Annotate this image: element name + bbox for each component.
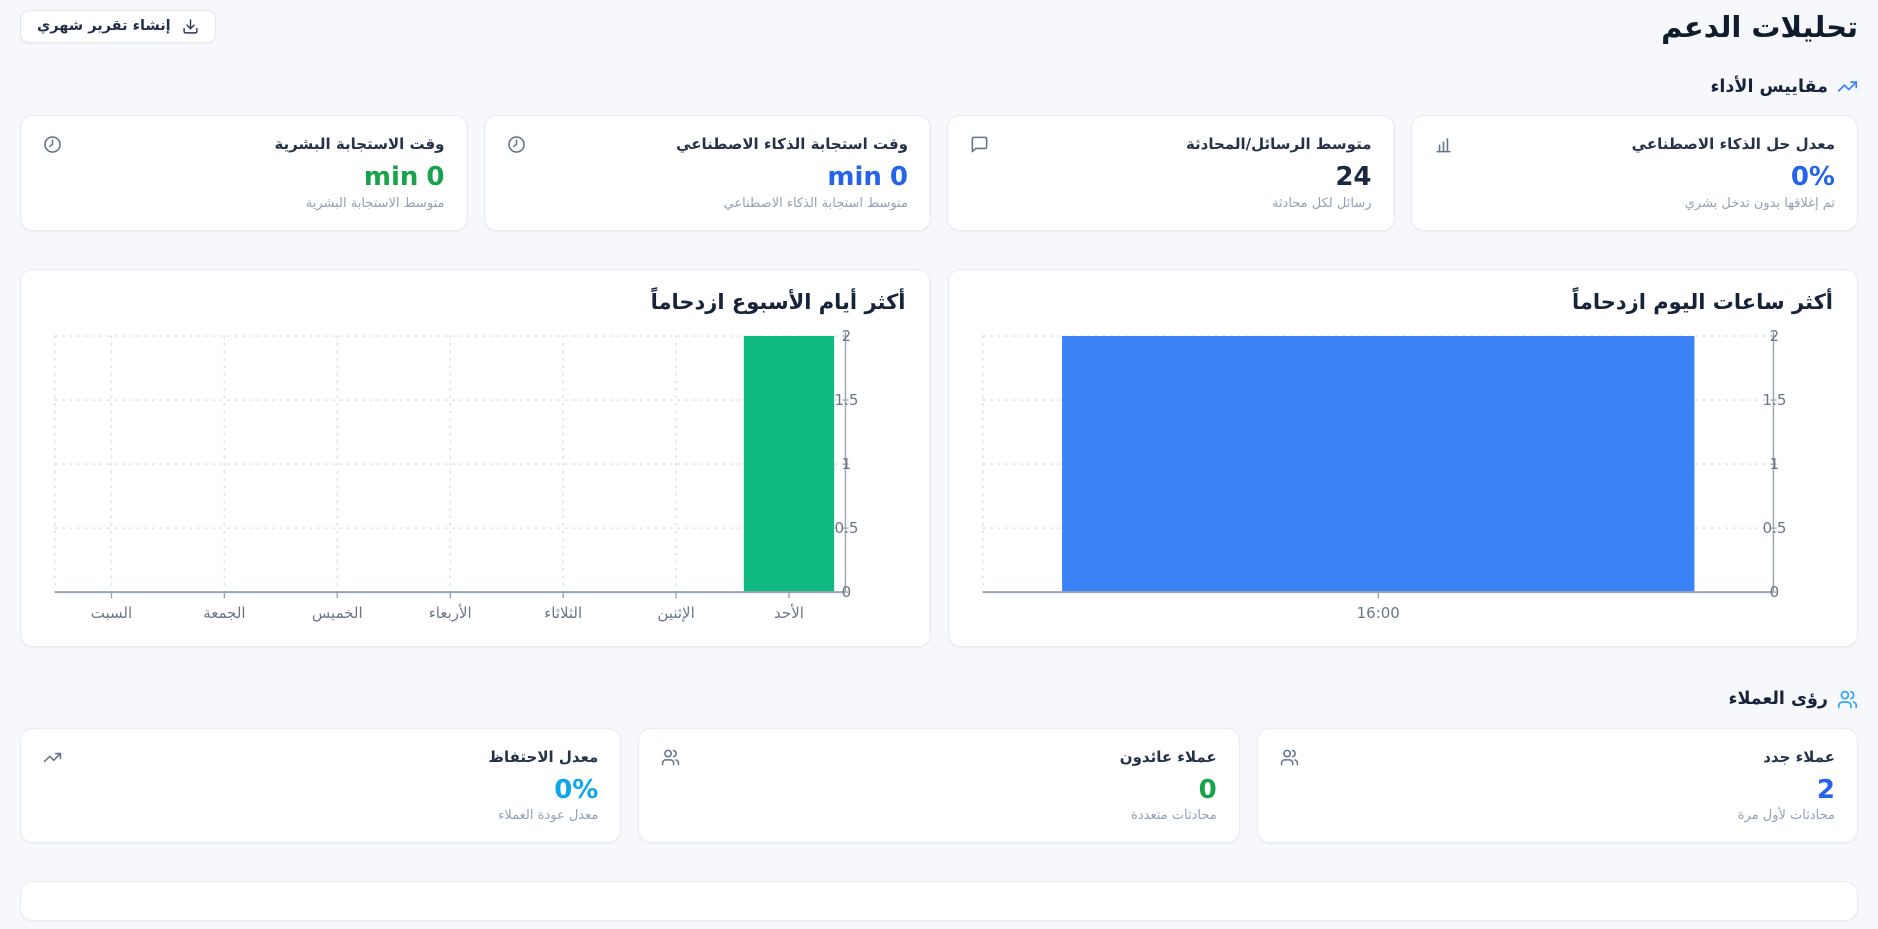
- metric-value: 0 min: [827, 162, 908, 192]
- busiest-days-chart-card: أكثر أيام الأسبوع ازدحاماً 0 0.5 1 1.5 2 السب…: [20, 268, 931, 647]
- metric-subtitle: متوسط الاستجابة البشرية: [305, 195, 445, 211]
- metric-subtitle: رسائل لكل محادثة: [1271, 195, 1372, 211]
- customers-section-header: رؤى العملاء: [20, 689, 1858, 710]
- insight-title: عملاء عائدون: [1119, 747, 1217, 766]
- page-header: تحليلات الدعم إنشاء تقرير شهري: [20, 8, 1858, 44]
- svg-text:الخميس: الخميس: [312, 604, 363, 622]
- metric-value: 0%: [1790, 162, 1835, 192]
- clock-icon: [43, 135, 62, 154]
- chart-title: أكثر أيام الأسبوع ازدحاماً: [650, 289, 906, 314]
- customers-section-title: رؤى العملاء: [1728, 689, 1829, 710]
- metric-card-human-response-time: وقت الاستجابة البشرية 0 min متوسط الاستجا…: [20, 115, 468, 231]
- insight-card-returning-customers: عملاء عائدون 0 محادثات متعددة: [638, 727, 1240, 844]
- svg-text:2: 2: [842, 328, 852, 345]
- svg-text:0: 0: [1769, 583, 1779, 601]
- users-icon: [1837, 689, 1858, 710]
- insight-value: 0%: [554, 774, 599, 805]
- metric-value: 0 min: [363, 162, 445, 192]
- trending-up-icon: [1837, 76, 1858, 97]
- svg-text:1: 1: [842, 455, 852, 473]
- performance-section-title: مقاييس الأداء: [1710, 76, 1828, 97]
- bar-chart-svg: 0 0.5 1 1.5 2 السبت الجمعة الخميس الأربعاء الثلاث…: [54, 328, 859, 622]
- insight-subtitle: محادثات لأول مرة: [1737, 808, 1835, 824]
- svg-text:الأحد: الأحد: [774, 603, 804, 622]
- busiest-days-bar-chart: 0 0.5 1 1.5 2 السبت الجمعة الخميس الأربعاء الثلاث…: [45, 328, 906, 630]
- trending-up-dark-icon: [43, 748, 62, 767]
- next-section-card-peek: [20, 881, 1858, 922]
- svg-text:1.5: 1.5: [1762, 391, 1786, 409]
- download-icon: [182, 18, 199, 35]
- metric-title: متوسط الرسائل/المحادثة: [1185, 135, 1372, 153]
- insight-title: عملاء جدد: [1763, 747, 1835, 766]
- svg-text:الإثنين: الإثنين: [657, 604, 694, 622]
- metric-title: معدل حل الذكاء الاصطناعي: [1631, 135, 1835, 153]
- metric-title: وقت استجابة الذكاء الاصطناعي: [676, 135, 908, 153]
- metric-card-avg-messages: متوسط الرسائل/المحادثة 24 رسائل لكل محاد…: [947, 115, 1395, 231]
- chart-title: أكثر ساعات اليوم ازدحاماً: [1571, 289, 1833, 314]
- metric-card-ai-response-time: وقت استجابة الذكاء الاصطناعي 0 min متوسط …: [483, 115, 931, 231]
- bar-chart-icon: [1434, 135, 1453, 154]
- customer-insights-row: عملاء جدد 2 محادثات لأول مرة عملاء عائدو…: [20, 727, 1858, 844]
- svg-text:الأربعاء: الأربعاء: [429, 603, 472, 622]
- insight-card-new-customers: عملاء جدد 2 محادثات لأول مرة: [1256, 727, 1858, 844]
- insight-value: 2: [1816, 774, 1835, 805]
- report-button-label: إنشاء تقرير شهري: [37, 18, 171, 34]
- insight-subtitle: معدل عودة العملاء: [498, 808, 599, 824]
- svg-text:1.5: 1.5: [835, 391, 859, 409]
- users-icon: [661, 748, 680, 767]
- charts-row: أكثر ساعات اليوم ازدحاماً 0 0.5 1 1.5 2 16:00…: [20, 268, 1858, 647]
- bar-الأحد: [743, 335, 835, 592]
- svg-text:0.5: 0.5: [1762, 519, 1786, 537]
- insight-value: 0: [1198, 774, 1217, 805]
- busiest-hours-chart-card: أكثر ساعات اليوم ازدحاماً 0 0.5 1 1.5 2 16:00: [947, 268, 1858, 647]
- insight-card-retention-rate: معدل الاحتفاظ 0% معدل عودة العملاء: [20, 727, 622, 844]
- create-monthly-report-button[interactable]: إنشاء تقرير شهري: [20, 9, 216, 43]
- metric-subtitle: متوسط استجابة الذكاء الاصطناعي: [723, 195, 908, 211]
- svg-text:1: 1: [1769, 455, 1779, 473]
- metric-value: 24: [1335, 162, 1372, 192]
- svg-text:0.5: 0.5: [835, 519, 859, 537]
- clock-icon: [507, 135, 526, 154]
- performance-section-header: مقاييس الأداء: [20, 76, 1858, 97]
- metric-card-ai-resolution-rate: معدل حل الذكاء الاصطناعي 0% تم إغلاقها ب…: [1410, 115, 1858, 231]
- metric-subtitle: تم إغلاقها بدون تدخل بشري: [1684, 195, 1835, 211]
- bar-chart-svg: 0 0.5 1 1.5 2 16:00: [981, 328, 1786, 622]
- svg-text:16:00: 16:00: [1356, 604, 1399, 622]
- users-icon: [1280, 748, 1299, 767]
- svg-text:0: 0: [842, 583, 852, 601]
- svg-text:الثلاثاء: الثلاثاء: [544, 604, 582, 622]
- bar-16:00: [1061, 335, 1694, 592]
- insight-subtitle: محادثات متعددة: [1131, 808, 1217, 824]
- message-icon: [970, 135, 989, 154]
- busiest-hours-bar-chart: 0 0.5 1 1.5 2 16:00: [973, 328, 1834, 630]
- metric-title: وقت الاستجابة البشرية: [274, 135, 445, 153]
- performance-metrics-row: معدل حل الذكاء الاصطناعي 0% تم إغلاقها ب…: [20, 115, 1858, 231]
- svg-text:الجمعة: الجمعة: [203, 604, 245, 622]
- insight-title: معدل الاحتفاظ: [488, 747, 599, 766]
- page-title: تحليلات الدعم: [1661, 10, 1858, 44]
- svg-text:السبت: السبت: [91, 604, 132, 622]
- svg-text:2: 2: [1769, 328, 1779, 345]
